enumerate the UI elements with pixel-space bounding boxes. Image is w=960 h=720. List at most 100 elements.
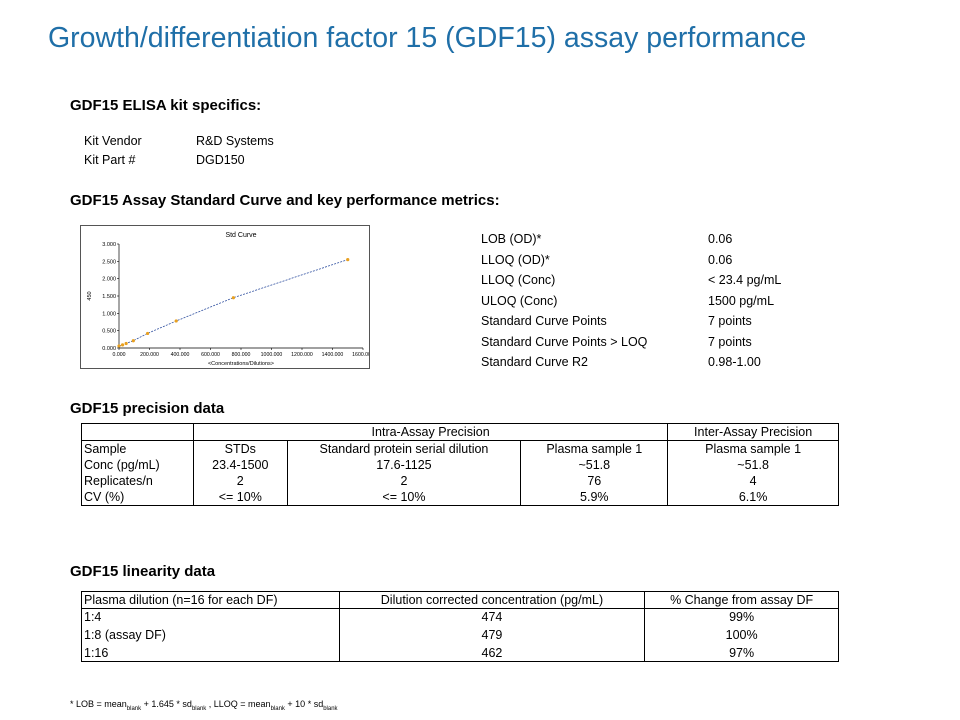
table-cell: 17.6-1125 <box>286 457 522 473</box>
metric-key: LLOQ (OD)* <box>481 252 550 267</box>
metric-key: Standard Curve Points > LOQ <box>481 334 648 349</box>
metric-row: Standard Curve Points > LOQ 7 points <box>481 332 781 353</box>
metric-row: LLOQ (OD)* 0.06 <box>481 250 781 271</box>
metric-value: 0.06 <box>708 232 733 246</box>
table-cell: Plasma sample 1 <box>667 440 839 457</box>
x-tick-label: 1600.000 <box>352 352 369 358</box>
metric-key: LLOQ (Conc) <box>481 273 556 287</box>
footnote-subscript: blank <box>323 705 338 712</box>
kit-row-part: Kit Part # DGD150 <box>84 151 274 170</box>
footnote-subscript: blank <box>191 705 207 712</box>
x-tick-label: 400.000 <box>171 352 190 358</box>
metric-key: Standard Curve Points <box>481 314 607 328</box>
data-point <box>145 331 150 336</box>
footnote-text: , LLOQ = mean <box>206 699 271 709</box>
data-point <box>174 319 178 323</box>
table-cell: Standard protein serial dilution <box>286 440 522 457</box>
data-point <box>131 339 135 343</box>
data-point <box>346 258 350 262</box>
std-curve-chart: Std Curve 0.000 0.500 1.000 1.500 2.000 2.500 3… <box>80 225 374 369</box>
footnote-text: * LOB = mean <box>70 699 127 709</box>
kit-value: R&D Systems <box>196 134 274 148</box>
table-cell: 97% <box>644 645 839 662</box>
data-point <box>231 296 235 300</box>
row-label: Replicates/n <box>80 473 195 489</box>
column-header: Dilution corrected concentration (pg/mL) <box>338 591 646 609</box>
table-cell: ~51.8 <box>667 457 839 473</box>
kit-value: DGD150 <box>196 153 245 167</box>
table-cell: ~51.8 <box>520 457 669 473</box>
fit-line <box>118 259 348 347</box>
table-row: 1:16 462 97% <box>81 645 839 662</box>
y-tick-label: 2.000 <box>102 277 116 283</box>
table-row: 1:4 474 99% <box>81 608 839 625</box>
x-tick-label: 800.000 <box>232 352 251 358</box>
row-label: Sample <box>80 440 195 457</box>
table-row: Replicates/n 2 2 76 4 <box>80 473 839 489</box>
intra-assay-header: Intra-Assay Precision <box>193 423 669 441</box>
y-tick-label: 1.000 <box>102 311 116 317</box>
kit-key: Kit Part # <box>84 153 136 167</box>
metric-row: Standard Curve R2 0.98-1.00 <box>481 352 781 373</box>
x-tick-label: 0.000 <box>113 352 126 358</box>
table-cell: STDs <box>193 440 288 457</box>
table-cell: 99% <box>644 608 839 625</box>
data-point <box>124 341 128 346</box>
precision-corner-cell <box>80 423 195 441</box>
metric-value: 7 points <box>708 334 752 349</box>
row-label: Conc (pg/mL) <box>80 457 195 473</box>
metric-row: LLOQ (Conc) < 23.4 pg/mL <box>481 270 781 291</box>
metric-row: Standard Curve Points 7 points <box>481 311 781 332</box>
x-axis-label: <Concentrations/Dilutions> <box>208 361 274 367</box>
metric-value: < 23.4 pg/mL <box>708 273 782 287</box>
x-tick-label: 1200.000 <box>291 352 313 358</box>
y-tick-label: 1.500 <box>102 294 116 300</box>
metric-key: LOB (OD)* <box>481 232 542 246</box>
chart-title: Std Curve <box>225 232 256 239</box>
curve-heading: GDF15 Assay Standard Curve and key perfo… <box>70 192 500 209</box>
table-cell: 76 <box>520 473 669 489</box>
metric-key: ULOQ (Conc) <box>481 293 558 308</box>
row-label: 1:8 (assay DF) <box>81 625 340 645</box>
std-curve-svg: Std Curve 0.000 0.500 1.000 1.500 2.000 2.500 3… <box>87 232 374 367</box>
footnote-subscript: blank <box>270 705 285 712</box>
table-cell: 23.4-1500 <box>193 457 288 473</box>
kit-heading: GDF15 ELISA kit specifics: <box>70 97 262 114</box>
precision-heading: GDF15 precision data <box>70 400 225 417</box>
x-tick-label: 1400.000 <box>322 352 344 358</box>
table-row: Conc (pg/mL) 23.4-1500 17.6-1125 ~51.8 ~… <box>80 457 839 473</box>
row-label: 1:4 <box>81 608 340 625</box>
table-cell: 462 <box>338 645 646 662</box>
footnote-text: + 10 * sd <box>284 699 324 709</box>
table-row: CV (%) <= 10% <= 10% 5.9% 6.1% <box>80 489 839 506</box>
metric-row: ULOQ (Conc) 1500 pg/mL <box>481 291 781 312</box>
metric-value: 7 points <box>708 314 752 328</box>
table-cell: Plasma sample 1 <box>520 440 669 457</box>
x-tick-label: 600.000 <box>201 352 220 358</box>
precision-group-row: Intra-Assay Precision Inter-Assay Precis… <box>80 423 839 441</box>
x-tick-label: 200.000 <box>140 352 159 358</box>
kit-specifics: Kit Vendor R&D Systems Kit Part # DGD150 <box>84 132 274 170</box>
linearity-heading: GDF15 linearity data <box>70 563 216 580</box>
metric-value: 0.98-1.00 <box>708 355 761 369</box>
row-label: 1:16 <box>81 645 340 662</box>
table-cell: 5.9% <box>520 489 669 506</box>
data-point <box>120 343 125 347</box>
metric-value: 0.06 <box>708 252 733 267</box>
table-cell: 100% <box>644 625 839 645</box>
table-cell: 479 <box>338 625 646 645</box>
x-tick-label: 1000.000 <box>261 352 283 358</box>
y-tick-label: 0.500 <box>102 329 116 335</box>
table-cell: 4 <box>667 473 839 489</box>
table-cell: 474 <box>338 608 646 625</box>
table-row: 1:8 (assay DF) 479 100% <box>81 625 839 645</box>
y-tick-label: 2.500 <box>102 259 116 265</box>
kit-row-vendor: Kit Vendor R&D Systems <box>84 132 274 151</box>
y-tick-label: 0.000 <box>102 346 116 352</box>
linearity-table: Plasma dilution (n=16 for each DF) Dilut… <box>81 591 839 662</box>
footnote-text: + 1.645 * sd <box>141 699 192 709</box>
footnote-subscript: blank <box>126 705 142 712</box>
kit-key: Kit Vendor <box>84 134 142 148</box>
row-label: CV (%) <box>80 489 195 506</box>
metric-value: 1500 pg/mL <box>708 293 775 308</box>
